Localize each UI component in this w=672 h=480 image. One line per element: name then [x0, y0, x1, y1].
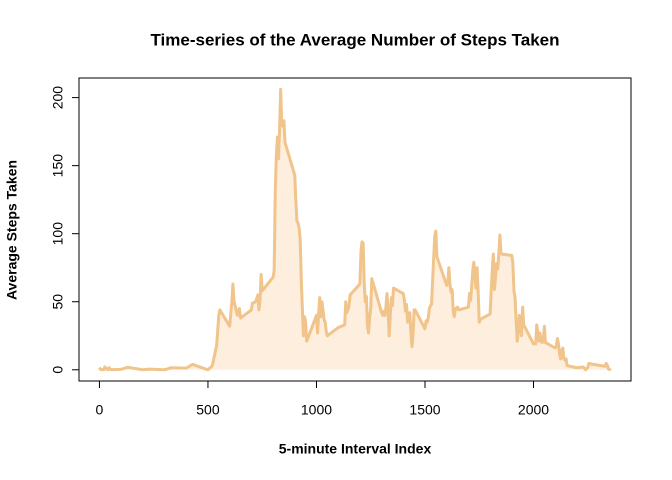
chart-title: Time-series of the Average Number of Ste…: [150, 30, 559, 49]
y-tick-label: 50: [50, 294, 66, 310]
y-tick-label: 150: [50, 154, 66, 178]
x-tick-label: 1000: [301, 402, 332, 418]
y-tick-label: 200: [50, 86, 66, 110]
area-fill: [99, 89, 611, 370]
x-tick-label: 2000: [518, 402, 549, 418]
x-axis-title: 5-minute Interval Index: [279, 441, 432, 457]
y-tick-label: 100: [50, 222, 66, 246]
y-tick-label: 0: [50, 366, 66, 374]
x-tick-label: 1500: [409, 402, 440, 418]
x-tick-label: 500: [196, 402, 220, 418]
line: [98, 87, 612, 372]
y-axis-title: Average Steps Taken: [4, 160, 20, 300]
x-tick-label: 0: [96, 402, 104, 418]
